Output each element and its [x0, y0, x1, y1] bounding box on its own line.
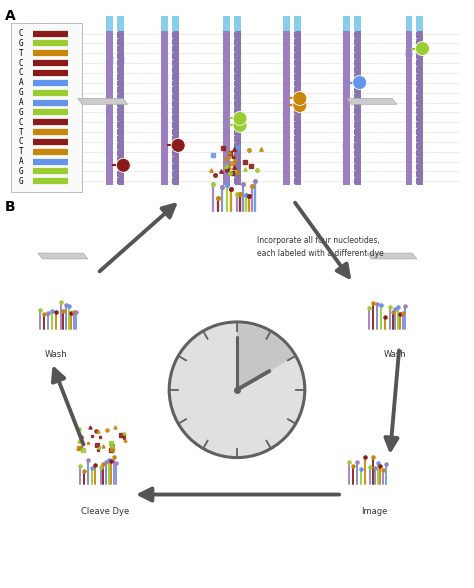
Bar	[343, 31, 350, 185]
Bar	[354, 31, 361, 185]
Bar	[161, 31, 168, 185]
Circle shape	[169, 322, 305, 457]
Text: A: A	[18, 78, 23, 87]
Bar	[11, 23, 82, 192]
Bar	[283, 16, 290, 31]
Text: A: A	[18, 98, 23, 107]
Polygon shape	[78, 98, 128, 104]
Text: G: G	[18, 177, 23, 186]
Text: C: C	[18, 59, 23, 68]
Text: T: T	[18, 49, 23, 58]
Text: A: A	[18, 157, 23, 166]
Text: G: G	[18, 108, 23, 117]
Text: G: G	[18, 88, 23, 97]
Polygon shape	[347, 98, 397, 104]
Circle shape	[171, 138, 185, 152]
Text: C: C	[18, 29, 23, 38]
Circle shape	[293, 92, 307, 105]
Bar	[172, 31, 179, 185]
Text: B: B	[5, 201, 15, 214]
Circle shape	[353, 75, 366, 89]
Circle shape	[116, 158, 130, 172]
Circle shape	[233, 112, 247, 125]
Text: A: A	[5, 9, 16, 23]
Bar	[106, 16, 113, 31]
Bar	[417, 31, 423, 185]
Bar	[161, 16, 168, 31]
Bar	[223, 31, 230, 185]
Text: C: C	[18, 138, 23, 146]
Bar	[118, 31, 124, 185]
Text: T: T	[18, 128, 23, 136]
Text: Wash: Wash	[383, 350, 406, 359]
Bar	[417, 16, 423, 31]
Circle shape	[233, 118, 247, 132]
Text: G: G	[18, 39, 23, 48]
Bar	[283, 31, 290, 185]
Text: Cleave Dye: Cleave Dye	[81, 507, 129, 516]
Bar	[223, 16, 230, 31]
Text: Wash: Wash	[44, 350, 67, 359]
Bar	[234, 16, 241, 31]
Text: Image: Image	[361, 507, 388, 516]
Wedge shape	[237, 324, 294, 390]
Circle shape	[293, 98, 307, 112]
Bar	[405, 16, 412, 31]
Bar	[234, 31, 241, 185]
Text: C: C	[18, 68, 23, 78]
Bar	[294, 31, 301, 185]
Polygon shape	[211, 370, 268, 376]
Bar	[172, 16, 179, 31]
Text: T: T	[18, 147, 23, 156]
Polygon shape	[38, 253, 88, 259]
Circle shape	[416, 42, 429, 55]
Text: G: G	[18, 167, 23, 176]
Polygon shape	[367, 253, 417, 259]
Text: C: C	[18, 118, 23, 127]
Bar	[294, 16, 301, 31]
Bar	[343, 16, 350, 31]
Bar	[354, 16, 361, 31]
Bar	[405, 31, 412, 185]
Bar	[118, 16, 124, 31]
Text: Incorporate all four nucleotides,
each labeled with a different dye: Incorporate all four nucleotides, each l…	[257, 236, 383, 258]
Bar	[106, 31, 113, 185]
